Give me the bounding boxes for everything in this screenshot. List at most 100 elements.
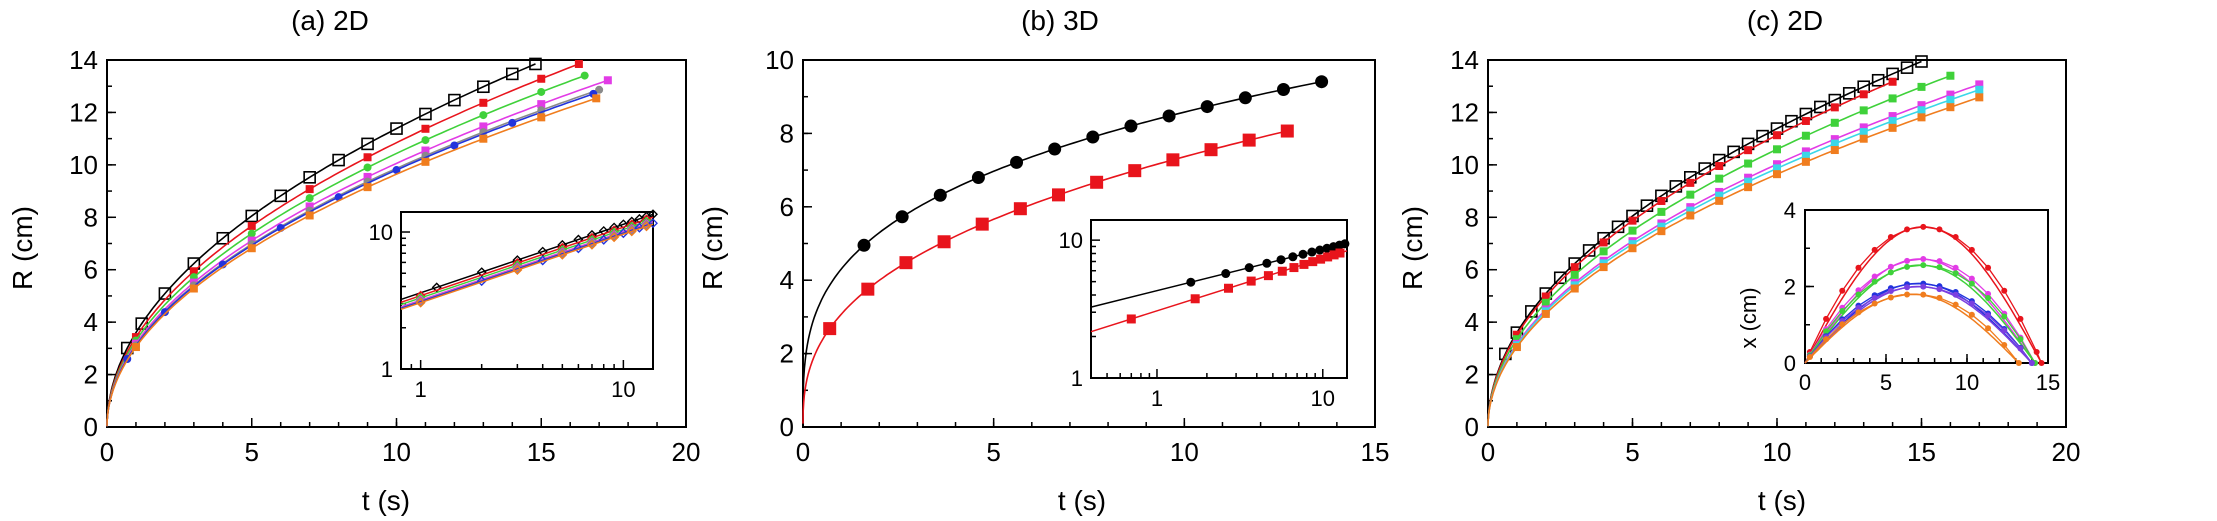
panel-b-inset-point-red (1308, 257, 1318, 267)
panel-c-inset-point-red (1985, 264, 1992, 271)
panel-c-point-black (1842, 87, 1856, 100)
panel-c-ytick-label: 12 (1450, 97, 1479, 127)
panel-c-point-black (1525, 305, 1538, 318)
panel-c-point-black (1871, 73, 1885, 87)
panel-c-point-magenta (1888, 112, 1897, 121)
panel-b-point-black (1315, 75, 1329, 89)
panel-b-title: (b) 3D (1021, 5, 1099, 36)
panel-c-inset-point-red (1904, 226, 1911, 233)
panel-a-point-black (419, 107, 432, 121)
panel-b-inset-point-red (1246, 276, 1256, 286)
panel-c-point-orange (1541, 309, 1550, 318)
panel-c-point-magenta (1801, 147, 1810, 156)
panel-a-point-blue (392, 166, 401, 175)
panel-c-point-green (1570, 270, 1579, 279)
panel-a-point-green (247, 229, 256, 238)
panel-a-point-orange (247, 244, 256, 253)
panel-b-series-group (802, 75, 1329, 424)
panel-c-ylabel: R (cm) (1397, 206, 1428, 290)
panel-a-point-blue (160, 308, 169, 317)
panel-c-inset-point-orange (2001, 341, 2008, 348)
panel-a-inset-axes: 1 10 1 10 (369, 211, 654, 402)
panel-a-point-black (448, 93, 461, 107)
panel-a-point-red (479, 98, 488, 107)
panel-c-point-green (1541, 298, 1550, 307)
panel-c-inset-point-orange (1985, 325, 1992, 332)
panel-a-point-black (505, 67, 519, 81)
panel-c-point-magenta (1773, 160, 1781, 169)
panel-c-inset-point-purple (1952, 291, 1959, 298)
panel-b-axes: 0 5 10 15 0 2 4 6 8 10 (765, 45, 1389, 467)
panel-c-inset-point-green (2017, 336, 2024, 343)
panel-c-point-red (1657, 196, 1666, 205)
panel-c-point-black (1814, 100, 1827, 114)
panel-c-point-black (1756, 129, 1769, 143)
panel-a-inset-ytick-label: 1 (381, 357, 393, 382)
panel-a-title: (a) 2D (291, 5, 369, 36)
panel-a-xlabel: t (s) (362, 485, 410, 516)
panel-b-inset-frame (1090, 219, 1348, 379)
panel-c-point-red (1541, 292, 1550, 301)
panel-c-point-red (1570, 263, 1579, 272)
panel-c-point-green (1946, 71, 1955, 80)
panel-a-point-green (479, 111, 488, 120)
panel-b-point-black (857, 238, 871, 252)
panel-c-point-cyan (1917, 106, 1926, 115)
panel-a-point-magenta (479, 122, 488, 131)
panel-c-inset-point-green (1823, 328, 1830, 335)
panel-c-inset-ylabel: x (cm) (1736, 287, 1761, 348)
panel-c-ytick-label: 8 (1465, 202, 1479, 232)
panel-c-inset-point-magenta (1952, 264, 1959, 271)
panel-c-point-orange (1917, 113, 1926, 122)
panel-c-point-green (1830, 118, 1839, 127)
panel-a-inset-point-magenta (557, 247, 568, 258)
panel-c-inset-point-purple (1855, 304, 1862, 311)
panel-b-inset-xtick-label: 10 (1311, 386, 1335, 411)
panel-c-inset-point-orange (1936, 294, 1943, 301)
panel-a-point-black (245, 209, 259, 223)
panel-c-point-green (1801, 131, 1810, 140)
panel-b-point-black (1124, 119, 1138, 133)
panel-a-point-orange (189, 284, 198, 293)
panel-b-inset-point-black (1244, 263, 1254, 273)
panel-c-inset-axes: 0 5 10 15 0 2 4 (1784, 198, 2060, 395)
panel-a-inset-point-blue (573, 243, 584, 254)
panel-c-point-cyan (1975, 85, 1984, 94)
panel-c-point-green (1599, 247, 1608, 256)
panel-c-point-red (1628, 216, 1637, 225)
panel-c-point-red (1888, 77, 1897, 86)
panel-c-point-cyan (1801, 151, 1810, 160)
panel-c-point-magenta (1917, 101, 1926, 110)
panel-c-point-cyan (1773, 164, 1781, 173)
panel-b-point-red (937, 235, 951, 249)
panel-c-point-orange (1686, 211, 1695, 220)
panel-b-point-red (1166, 153, 1180, 167)
panel-c-inset-point-green (1968, 280, 1975, 287)
panel-b-point-black (1162, 109, 1176, 123)
panel-b-point-black (1276, 83, 1290, 97)
panel-a-point-black (529, 57, 542, 71)
panel-c-inset-xtick-label: 0 (1799, 370, 1811, 395)
panel-a-inset-point-magenta (512, 262, 523, 273)
panel-a-ytick-label: 0 (84, 412, 98, 442)
panel-c-inset-point-purple (2001, 327, 2008, 334)
panel-a-inset-point-magenta (626, 223, 637, 234)
panel-c-inset-point-green (1920, 262, 1927, 269)
panel-b-inset-point-black (1221, 269, 1231, 279)
panel-b-point-red (1051, 188, 1065, 202)
panel-b-point-red (823, 322, 837, 336)
panel-c-inset-point-purple (1920, 283, 1927, 290)
panel-b-point-red (899, 256, 913, 270)
panel-b-inset-point-black (1186, 277, 1196, 287)
panel-a-inset-point-orange (415, 297, 426, 308)
panel-b-point-red (1090, 175, 1104, 189)
panel-c-point-green (1657, 207, 1666, 216)
panel-a-point-black (216, 231, 230, 245)
panel-b-xtick-label: 15 (1361, 437, 1390, 467)
panel-c-ytick-label: 10 (1450, 150, 1479, 180)
panel-c-inset-point-orange (2015, 360, 2022, 366)
panel-c-inset-fit-line-red (1804, 226, 2043, 364)
panel-c-point-magenta (1975, 80, 1984, 89)
